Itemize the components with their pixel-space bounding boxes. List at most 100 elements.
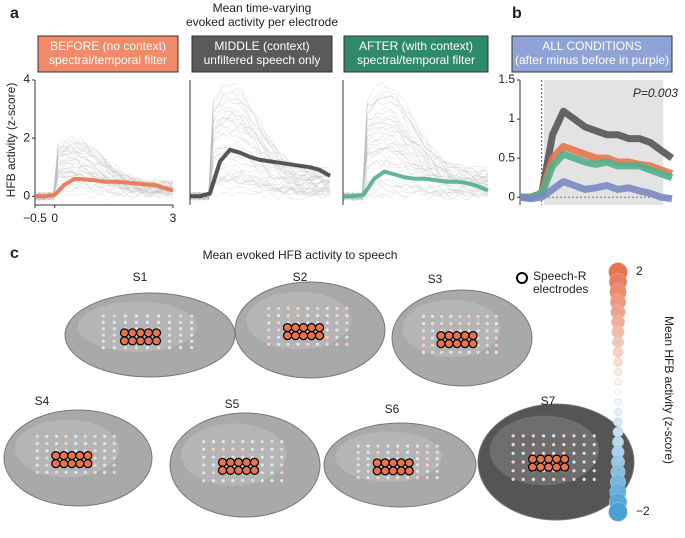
electrode: [467, 329, 471, 333]
electrode: [179, 314, 183, 318]
electrode: [276, 314, 281, 318]
electrode: [179, 320, 183, 324]
speech-electrode: [306, 323, 317, 333]
electrode: [431, 314, 435, 318]
electrode: [101, 327, 105, 331]
title-box: [191, 35, 333, 73]
electrode: [592, 451, 596, 455]
electrode: [366, 469, 370, 473]
electrode-trace: [342, 116, 489, 201]
electrode: [276, 342, 281, 346]
electrode-trace: [342, 85, 489, 201]
electrode: [562, 477, 566, 481]
series-line: [519, 178, 673, 203]
electrode: [494, 314, 498, 318]
x-tick-label: −0.5: [23, 211, 47, 225]
electrode: [260, 479, 264, 483]
chart-title: MIDDLE (context): [214, 39, 309, 53]
electrode: [202, 447, 206, 451]
electrode: [35, 442, 39, 446]
electrode-trace: [342, 177, 489, 200]
electrode: [202, 463, 206, 467]
colorbar-swatch: [612, 336, 624, 348]
electrode: [296, 314, 300, 318]
electrode: [592, 443, 596, 447]
series-line: [343, 169, 489, 199]
electrode: [415, 469, 420, 473]
electrode: [467, 314, 471, 318]
electrode: [306, 342, 310, 346]
electrode: [270, 471, 274, 475]
speech-electrode: [135, 336, 146, 346]
electrode: [101, 346, 105, 350]
electrode: [112, 314, 116, 318]
electrode: [440, 350, 444, 354]
electrode: [345, 314, 349, 318]
electrode: [112, 434, 116, 438]
electrode-trace: [342, 190, 489, 201]
electrode: [134, 320, 138, 324]
electrode-trace: [342, 95, 489, 201]
legend-text: electrodes: [533, 282, 588, 296]
speech-electrode: [527, 462, 538, 472]
electrode: [572, 469, 576, 473]
electrode: [45, 449, 49, 453]
electrode: [260, 463, 264, 467]
electrode-trace: [342, 114, 489, 199]
electrode: [511, 477, 515, 481]
electrode: [270, 455, 274, 459]
electrode: [335, 306, 339, 310]
electrode: [467, 350, 471, 354]
colorbar-swatch: [613, 417, 623, 427]
speech-electrode: [151, 328, 162, 338]
electrode: [476, 329, 480, 333]
electrode-trace: [342, 139, 489, 201]
subject-label: S6: [385, 402, 400, 416]
electrode: [511, 434, 515, 438]
electrode: [366, 444, 370, 448]
subject-label: S5: [225, 397, 240, 411]
speech-electrode: [452, 339, 462, 349]
electrode: [190, 346, 194, 350]
electrode: [431, 329, 435, 333]
panel-title: Mean evoked HFB activity to speech: [203, 248, 398, 262]
speech-electrode: [543, 462, 554, 472]
electrode: [396, 450, 400, 454]
electrode: [74, 470, 78, 474]
electrode: [221, 447, 225, 451]
electrode: [231, 447, 235, 451]
speech-electrode: [444, 331, 454, 341]
electrode-trace: [189, 164, 331, 202]
electrode: [145, 314, 150, 318]
speech-electrode: [543, 454, 554, 464]
electrode: [179, 327, 183, 331]
electrode: [572, 477, 576, 481]
electrode: [552, 443, 556, 447]
electrode-trace: [34, 184, 174, 198]
electrode: [202, 471, 206, 475]
speech-electrode: [535, 462, 546, 472]
speech-electrode: [241, 465, 252, 475]
electrode: [415, 444, 420, 448]
electrode: [280, 471, 284, 475]
electrode: [286, 306, 290, 310]
electrode: [112, 339, 116, 343]
electrode: [179, 333, 183, 337]
electrode: [167, 339, 172, 343]
electrode: [582, 443, 586, 447]
electrode: [376, 476, 380, 480]
brain-shade: [15, 419, 119, 478]
electrode: [449, 350, 453, 354]
speech-electrode: [217, 457, 228, 467]
legend-symbol: [516, 272, 528, 284]
electrode-trace: [189, 129, 331, 201]
speech-electrode: [67, 459, 77, 469]
electrode: [280, 479, 284, 483]
electrode: [267, 314, 271, 318]
speech-electrode: [314, 323, 325, 333]
electrode: [267, 328, 271, 332]
series-line: [520, 150, 674, 201]
electrode: [345, 342, 349, 346]
electrode: [156, 320, 161, 324]
electrode: [276, 335, 281, 339]
